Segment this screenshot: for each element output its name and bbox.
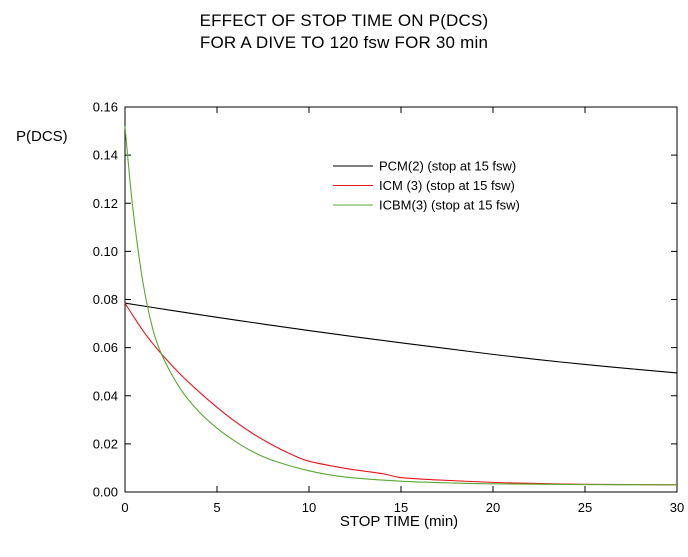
x-tick-label: 15 [394, 500, 408, 515]
series-line-2 [124, 302, 678, 486]
legend: PCM(2) (stop at 15 fsw) ICM (3) (stop at … [333, 159, 520, 213]
series-line-1 [124, 302, 678, 374]
y-axis-label: P(DCS) [16, 128, 68, 145]
series-line-3 [124, 126, 678, 486]
x-tick-label: 30 [670, 500, 684, 515]
y-tick-label: 0.08 [93, 292, 118, 307]
y-tick-label: 0.00 [93, 485, 118, 500]
legend-label-2: ICM (3) (stop at 15 fsw) [379, 178, 515, 193]
series-lines [124, 126, 678, 486]
x-tick-label: 10 [302, 500, 316, 515]
y-tick-label: 0.10 [93, 244, 118, 259]
legend-label-3: ICBM(3) (stop at 15 fsw) [379, 198, 520, 213]
x-tick-label: 5 [213, 500, 220, 515]
y-tick-label: 0.16 [93, 100, 118, 115]
x-axis-label: STOP TIME (min) [340, 513, 458, 530]
y-tick-label: 0.02 [93, 436, 118, 451]
y-tick-label: 0.14 [93, 148, 118, 163]
x-tick-label: 0 [121, 500, 128, 515]
x-tick-label: 25 [578, 500, 592, 515]
axis-ticks: 0.00 0.02 0.04 0.06 0.08 0.10 0.12 0.14 0.16 0 5 10… [93, 100, 685, 516]
chart-title-line-2: FOR A DIVE TO 120 fsw FOR 30 min [199, 33, 489, 52]
y-tick-label: 0.04 [93, 388, 118, 403]
x-tick-label: 20 [486, 500, 500, 515]
y-tick-label: 0.06 [93, 340, 118, 355]
y-tick-label: 0.12 [93, 196, 118, 211]
chart-title-line-1: EFFECT OF STOP TIME ON P(DCS) [199, 11, 489, 30]
legend-label-1: PCM(2) (stop at 15 fsw) [379, 159, 516, 174]
